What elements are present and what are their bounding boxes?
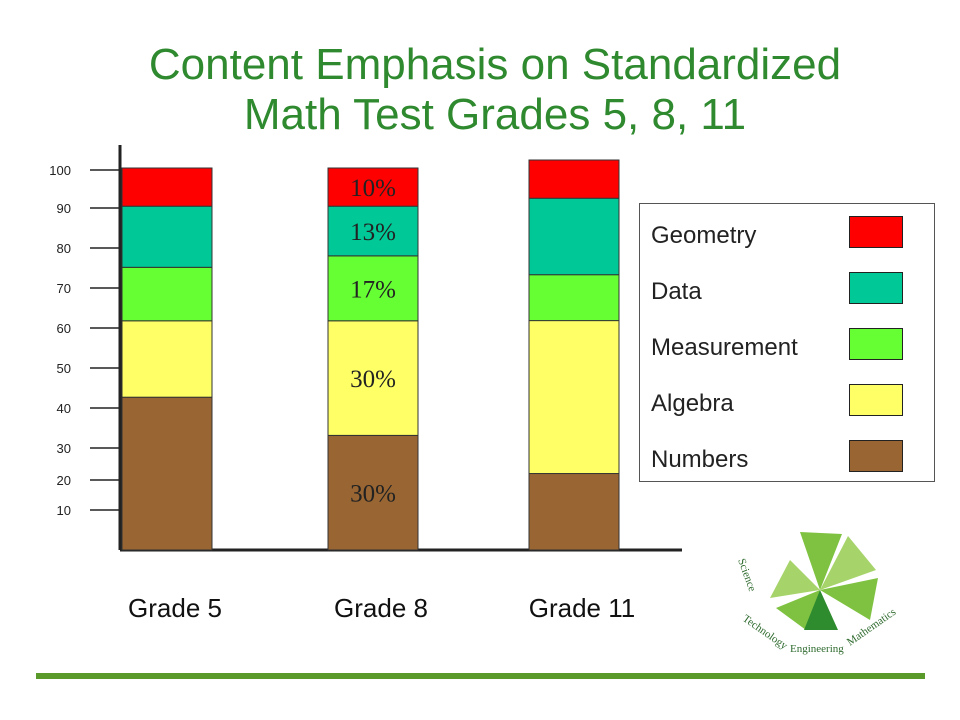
- legend-item-algebra: Algebra: [640, 384, 934, 424]
- stem-logo-mark: [770, 532, 878, 630]
- legend-item-geometry: Geometry: [640, 216, 934, 256]
- legend-label: Data: [651, 278, 702, 305]
- legend-item-numbers: Numbers: [640, 440, 934, 480]
- logo-word-technology: Technology: [740, 613, 790, 653]
- bar-segment-algebra: [528, 320, 620, 475]
- legend-label: Algebra: [651, 390, 734, 417]
- chart-title: Content Emphasis on Standardized Math Te…: [0, 40, 960, 140]
- bar-segment-algebra: [121, 320, 213, 398]
- bar-segment-geometry: [528, 159, 620, 199]
- title-line-1: Content Emphasis on Standardized: [148, 40, 842, 89]
- data-label: 13%: [350, 219, 396, 246]
- bar-segment-data: [528, 197, 620, 276]
- legend-swatch: [849, 384, 903, 416]
- title-line-2: Math Test Grades 5, 8, 11: [243, 90, 747, 139]
- legend-swatch: [849, 216, 903, 248]
- bar-segment-geometry: [121, 167, 213, 207]
- legend-label: Geometry: [651, 222, 757, 249]
- bar-segment-measurement: [121, 266, 213, 322]
- bar-segment-geometry: [327, 167, 419, 207]
- bar-segment-numbers: [121, 396, 213, 551]
- y-tick-label: 60: [57, 321, 71, 336]
- bar-segment-numbers: [327, 434, 419, 551]
- bar-segment-data: [121, 205, 213, 268]
- logo-word-mathematics: Mathematics: [845, 606, 898, 648]
- data-label: 17%: [350, 276, 396, 303]
- stem-logo: Science Technology Engineering Mathemati…: [735, 532, 898, 655]
- chart-legend: Geometry Data Measurement Algebra Numbers: [639, 203, 935, 482]
- y-tick-label: 30: [57, 441, 71, 456]
- data-label: 30%: [350, 481, 396, 508]
- legend-swatch: [849, 328, 903, 360]
- y-tick-label: 10: [57, 503, 71, 518]
- legend-label: Numbers: [651, 446, 749, 473]
- legend-label: Measurement: [651, 334, 798, 361]
- y-tick-label: 80: [57, 241, 71, 256]
- x-category-label: Grade 8: [334, 593, 428, 623]
- logo-word-engineering: Engineering: [790, 643, 844, 655]
- bar-segment-algebra: [327, 320, 419, 436]
- data-label: 10%: [350, 175, 396, 202]
- bar-segment-data: [327, 205, 419, 257]
- legend-item-measurement: Measurement: [640, 328, 934, 368]
- logo-word-science: Science: [735, 557, 758, 593]
- y-tick-label: 20: [57, 473, 71, 488]
- x-category-label: Grade 11: [529, 593, 635, 623]
- x-category-label: Grade 5: [128, 593, 222, 623]
- y-tick-label: 40: [57, 401, 71, 416]
- y-tick-label: 50: [57, 361, 71, 376]
- bar-segment-measurement: [528, 274, 620, 322]
- bar-segment-numbers: [528, 473, 620, 551]
- y-tick-label: 100: [49, 163, 71, 178]
- y-tick-label: 90: [57, 201, 71, 216]
- data-label: 30%: [350, 366, 396, 393]
- bar-segment-measurement: [327, 255, 419, 322]
- y-tick-label: 70: [57, 281, 71, 296]
- legend-item-data: Data: [640, 272, 934, 312]
- legend-swatch: [849, 440, 903, 472]
- legend-swatch: [849, 272, 903, 304]
- bottom-rule: [36, 673, 925, 679]
